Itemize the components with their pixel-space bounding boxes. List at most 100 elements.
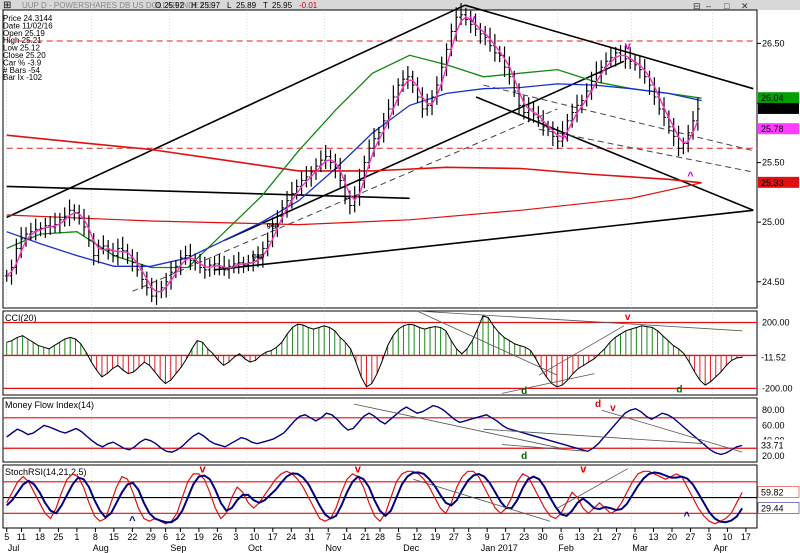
ma-green xyxy=(6,54,702,269)
x-day-label: 23 xyxy=(519,532,529,542)
ma-magenta xyxy=(6,16,699,293)
mfi-line xyxy=(6,404,743,456)
stochrsi-annotation: v xyxy=(355,463,362,475)
mfi-trend-line xyxy=(483,428,706,445)
mfi-last-box xyxy=(758,439,799,451)
cci-trend-line xyxy=(416,310,558,376)
panel-frame-cci xyxy=(2,310,758,396)
price-label: 25.78 xyxy=(761,124,784,134)
x-day-label: 27 xyxy=(449,532,459,542)
x-day-label: 9 xyxy=(485,532,490,542)
x-day-label: 19 xyxy=(194,532,204,542)
x-day-label: 27 xyxy=(685,532,695,542)
stochrsi-last-box xyxy=(757,486,800,498)
x-day-label: 24 xyxy=(286,532,296,542)
info-box-row: Car % -3.9 xyxy=(3,58,42,67)
x-day-label: 21 xyxy=(593,532,603,542)
price-label-box xyxy=(758,92,799,104)
stochrsi-trend-line xyxy=(557,468,628,509)
stochrsi-last-label: 59.82 xyxy=(761,487,784,497)
header-key: O xyxy=(155,1,161,10)
trend-line xyxy=(475,96,754,212)
panel-frame-stochrsi xyxy=(2,464,758,529)
title-bar xyxy=(0,0,800,10)
price-label-box xyxy=(758,176,799,188)
x-month-label: Nov xyxy=(326,543,343,553)
stochrsi-last-box xyxy=(757,502,800,514)
mfi-trend-line xyxy=(501,444,588,452)
x-day-label: 13 xyxy=(575,532,585,542)
y-tick-label: 25.00 xyxy=(762,217,785,227)
info-box-row: Low 25.12 xyxy=(3,44,40,53)
stochrsi-title: StochRSI(14,21,2,5) xyxy=(5,467,87,477)
ma-blue xyxy=(6,83,702,267)
info-box-row: Close 25.20 xyxy=(3,51,46,60)
cci-trend-line xyxy=(538,325,625,376)
symbol-title: UUP D - POWERSHARES DB US DOLLAR INDEX B xyxy=(22,1,212,10)
stochrsi-annotation: v xyxy=(580,463,587,475)
cci-last-box xyxy=(758,351,799,363)
x-day-label: 12 xyxy=(412,532,422,542)
mfi-title: Money Flow Index(14) xyxy=(5,400,94,410)
maximize-icon[interactable]: □ xyxy=(724,1,730,11)
x-day-label: 19 xyxy=(430,532,440,542)
chart-icon: ⊞ xyxy=(3,0,11,11)
x-day-label: 18 xyxy=(35,532,45,542)
header-value: 25.92 xyxy=(164,1,185,10)
x-month-label: Dec xyxy=(403,543,420,553)
pin-icon[interactable]: ⊟ xyxy=(693,1,701,11)
header-key: L xyxy=(227,1,232,10)
info-box-row: Date 11/02/16 xyxy=(3,21,53,30)
cci-trend-line xyxy=(416,310,743,332)
cci-annotation: d xyxy=(521,386,527,397)
x-day-label: 5 xyxy=(396,532,401,542)
cci-annotation: d xyxy=(676,385,682,396)
x-day-label: 15 xyxy=(109,532,119,542)
price-annotation: v xyxy=(625,40,632,52)
header-value: 25.95 xyxy=(272,1,293,10)
x-day-label: 6 xyxy=(163,532,168,542)
trend-line xyxy=(6,185,410,200)
x-day-label: 22 xyxy=(127,532,137,542)
cci-tick-label: 200.00 xyxy=(762,318,790,328)
x-day-label: 17 xyxy=(501,532,511,542)
x-month-label: Aug xyxy=(93,543,109,553)
x-day-label: 26 xyxy=(212,532,222,542)
x-day-label: 3 xyxy=(706,532,711,542)
close-icon[interactable]: ✕ xyxy=(741,1,749,11)
header-key: T xyxy=(263,1,268,10)
x-month-label: Feb xyxy=(558,543,574,553)
cci-line xyxy=(6,315,743,388)
cci-tick-label: -200.00 xyxy=(762,383,793,393)
minimize-icon[interactable]: – xyxy=(706,1,711,11)
cci-last-label: -11.52 xyxy=(761,352,786,362)
dashed-trend-line xyxy=(483,84,754,152)
price-annotation: gap xyxy=(267,222,279,229)
price-annotation: ^ xyxy=(687,170,694,182)
ma-lower-red xyxy=(6,182,702,226)
x-day-label: 12 xyxy=(175,532,185,542)
panel-frame-price xyxy=(2,9,758,309)
price-annotation: v xyxy=(469,13,476,25)
price-label-box xyxy=(758,123,799,135)
trend-line xyxy=(464,4,754,90)
x-day-label: 17 xyxy=(741,532,751,542)
x-day-label: 27 xyxy=(612,532,622,542)
x-day-label: 29 xyxy=(146,532,156,542)
x-day-label: 7 xyxy=(326,532,331,542)
y-tick-label: 24.50 xyxy=(762,277,785,287)
x-day-label: 31 xyxy=(305,532,315,542)
x-day-label: 10 xyxy=(722,532,732,542)
header-value: 25.97 xyxy=(200,1,221,10)
stochrsi-annotation: ^ xyxy=(684,511,691,523)
header-key: H xyxy=(191,1,197,10)
x-day-label: 3 xyxy=(466,532,471,542)
panel-frame-mfi xyxy=(2,397,758,463)
mfi-tick-label: 60.00 xyxy=(762,420,785,430)
x-day-label: 20 xyxy=(667,532,677,542)
stochrsi-annotation: v xyxy=(200,463,207,475)
y-tick-label: 26.50 xyxy=(762,38,785,48)
x-day-label: 25 xyxy=(53,532,63,542)
stochrsi-last-label: 29.44 xyxy=(761,503,784,513)
